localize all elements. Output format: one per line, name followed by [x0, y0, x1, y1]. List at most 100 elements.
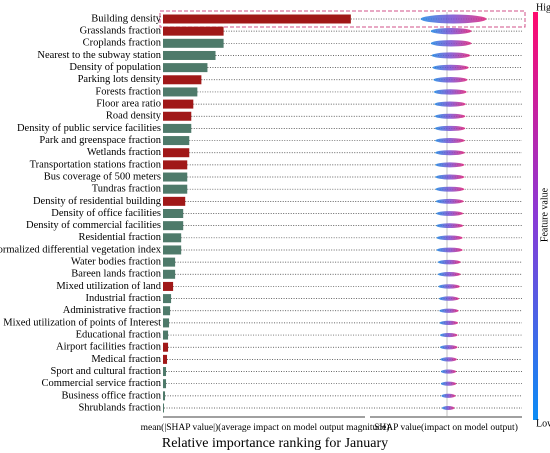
shap-distribution [435, 198, 464, 204]
shap-distribution [441, 393, 456, 398]
y-tick-label: Croplands fraction [83, 38, 162, 49]
y-tick-label: Density of residential building [33, 196, 162, 207]
y-tick-label: Density of public service facilities [17, 123, 161, 134]
x2-axis-label: SHAP value(impact on model output) [374, 422, 518, 433]
shap-distribution [434, 101, 466, 107]
shap-distribution [435, 138, 465, 144]
shap-distribution [436, 247, 463, 253]
bar [163, 209, 184, 218]
shap-distribution [431, 52, 471, 59]
y-tick-label: Medical fraction [91, 354, 161, 365]
y-tick-label: Parking lots density [78, 74, 162, 85]
y-tick-label: Airport facilities fraction [56, 342, 162, 353]
shap-distribution [430, 40, 472, 47]
y-tick-label: Normalized differential vegetation index [0, 244, 162, 255]
colorbar-low: Low [536, 418, 550, 429]
y-tick-label: Shrublands fraction [78, 402, 161, 413]
bar [163, 136, 190, 146]
shap-distribution [442, 405, 455, 411]
shap-distribution [438, 284, 460, 289]
bar [163, 160, 188, 170]
shap-distribution [435, 186, 465, 192]
bar [163, 403, 165, 413]
bar [163, 257, 176, 267]
shap-distribution [433, 77, 468, 83]
y-tick-label: Density of office facilities [51, 208, 161, 219]
shap-distribution [440, 332, 458, 338]
y-tick-label: Tundras fraction [92, 184, 162, 195]
y-tick-label: Mixed utilization of points of Interest [3, 317, 161, 328]
y-tick-label: Grasslands fraction [80, 26, 162, 37]
bar [163, 269, 176, 279]
y-tick-label: Nearest to the subway station [37, 50, 161, 61]
shap-distribution [440, 381, 457, 386]
shap-distribution [440, 357, 457, 362]
bar [163, 245, 182, 255]
y-tick-label: Density of population [69, 62, 161, 73]
shap-distribution [435, 150, 465, 156]
shap-distribution [436, 235, 463, 241]
y-tick-label: Educational fraction [76, 329, 162, 340]
bar [163, 123, 192, 133]
bar [163, 294, 172, 304]
bar [163, 111, 192, 121]
bar [163, 221, 184, 231]
shap-distribution [439, 296, 459, 301]
bar [163, 172, 188, 182]
bar [163, 26, 224, 36]
y-tick-label: Density of commercial facilities [26, 220, 161, 231]
shap-distribution [433, 89, 467, 95]
bar [163, 318, 170, 328]
bar [163, 99, 194, 109]
y-tick-label: Park and greenspace fraction [39, 135, 161, 146]
x-axis-label: mean(|SHAP value|)(average impact on mod… [141, 422, 390, 433]
shap-distribution [440, 369, 457, 374]
shap-distribution [436, 211, 464, 216]
bar [163, 330, 169, 340]
bar [163, 306, 171, 316]
colorbar-label: Feature value [539, 187, 550, 242]
bar [163, 367, 167, 377]
shap-distribution [439, 320, 459, 326]
bar [163, 148, 190, 158]
y-tick-label: Wetlands fraction [87, 147, 162, 158]
shap-distribution [432, 64, 469, 71]
y-tick-label: Bareen lands fraction [71, 269, 162, 280]
y-tick-label: Mixed utilization of land [56, 281, 161, 292]
bar [163, 342, 169, 352]
shap-distribution [430, 27, 472, 35]
shap-distribution [435, 162, 465, 168]
bar [163, 14, 351, 24]
bar [163, 63, 208, 73]
y-tick-label: Floor area ratio [96, 99, 161, 110]
y-tick-label: Transportation stations fraction [30, 159, 162, 170]
shap-distribution [420, 14, 487, 24]
shap-distribution [437, 259, 461, 265]
bar [163, 87, 198, 97]
y-tick-label: Road density [106, 111, 162, 122]
shap-distribution [434, 113, 466, 119]
highlight-box [159, 10, 526, 28]
y-tick-label: Business office fraction [61, 390, 161, 401]
y-tick-label: Water bodies fraction [71, 257, 162, 268]
shap-distribution [439, 308, 459, 313]
colorbar-high: High [536, 2, 550, 13]
shap-distribution [434, 125, 466, 131]
shap-distribution [437, 272, 461, 277]
y-tick-label: Administrative fraction [63, 305, 162, 316]
bar [163, 196, 186, 206]
bar [163, 184, 188, 194]
y-tick-label: Sport and cultural fraction [50, 366, 161, 377]
colorbar [533, 12, 538, 420]
bar [163, 379, 167, 389]
chart-title: Relative importance ranking for January [162, 436, 388, 451]
shap-distribution [440, 345, 458, 350]
y-tick-label: Industrial fraction [85, 293, 161, 304]
bar [163, 38, 224, 48]
bar [163, 50, 216, 60]
y-tick-label: Commercial service fraction [41, 378, 161, 389]
y-tick-label: Building density [91, 13, 161, 24]
y-tick-label: Residential fraction [78, 232, 161, 243]
bar [163, 354, 168, 364]
